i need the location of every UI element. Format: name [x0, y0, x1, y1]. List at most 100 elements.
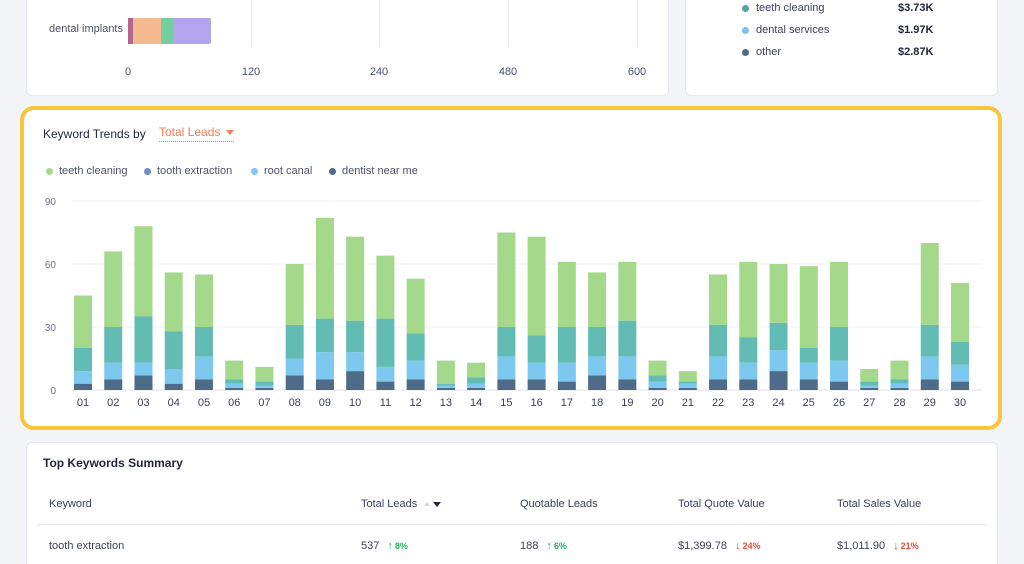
bar-segment[interactable] [709, 379, 728, 391]
bar-segment[interactable] [497, 379, 516, 391]
bar-segment[interactable] [890, 383, 909, 388]
bar-segment[interactable] [172, 18, 211, 44]
bar-segment[interactable] [799, 266, 818, 348]
bar-segment[interactable] [648, 375, 667, 382]
bar-segment[interactable] [557, 327, 576, 363]
bar-segment[interactable] [860, 381, 879, 386]
bar-segment[interactable] [860, 369, 879, 382]
bar-segment[interactable] [618, 356, 637, 380]
bar-segment[interactable] [225, 387, 244, 390]
bar-segment[interactable] [527, 335, 546, 363]
bar-segment[interactable] [497, 232, 516, 328]
bar-segment[interactable] [527, 379, 546, 391]
bar-segment[interactable] [285, 358, 304, 376]
bar-segment[interactable] [951, 381, 969, 390]
bar-segment[interactable] [739, 379, 758, 391]
bar-segment[interactable] [194, 379, 213, 391]
bar-segment[interactable] [225, 383, 244, 388]
bar-segment[interactable] [769, 264, 788, 323]
legend-item-dentist-near-me[interactable]: dentist near me [329, 165, 418, 177]
bar-segment[interactable] [951, 341, 969, 365]
bar-segment[interactable] [315, 352, 334, 380]
bar-segment[interactable] [951, 364, 969, 382]
bar-segment[interactable] [134, 362, 153, 376]
bar-segment[interactable] [678, 381, 697, 384]
bar-segment[interactable] [104, 379, 123, 391]
bar-segment[interactable] [74, 295, 92, 349]
bar-segment[interactable] [104, 362, 123, 380]
bar-segment[interactable] [527, 236, 546, 336]
bar-segment[interactable] [436, 360, 455, 384]
bar-segment[interactable] [255, 366, 274, 382]
bar-segment[interactable] [769, 350, 788, 372]
bar-segment[interactable] [830, 360, 849, 382]
bar-segment[interactable] [376, 381, 395, 390]
bar-segment[interactable] [406, 379, 425, 391]
bar-segment[interactable] [920, 243, 939, 325]
bar-segment[interactable] [467, 362, 486, 378]
bar-segment[interactable] [618, 379, 637, 391]
bar-segment[interactable] [376, 255, 395, 319]
bar-segment[interactable] [890, 387, 909, 390]
bar-segment[interactable] [497, 356, 516, 380]
bar-segment[interactable] [739, 362, 758, 380]
bar-segment[interactable] [890, 360, 909, 380]
bar-segment[interactable] [164, 369, 183, 384]
bar-segment[interactable] [648, 381, 667, 388]
column-header-total-sales-value[interactable]: Total Sales Value [837, 498, 922, 510]
bar-segment[interactable] [588, 327, 607, 357]
bar-segment[interactable] [890, 379, 909, 384]
bar-segment[interactable] [467, 377, 486, 384]
bar-segment[interactable] [557, 362, 576, 382]
bar-segment[interactable] [709, 324, 728, 357]
bar-segment[interactable] [225, 360, 244, 380]
bar-segment[interactable] [799, 379, 818, 391]
bar-segment[interactable] [315, 379, 334, 391]
bar-segment[interactable] [376, 318, 395, 367]
sort-icon[interactable] [424, 501, 442, 507]
legend-item-root-canal[interactable]: root canal [251, 165, 312, 177]
bar-segment[interactable] [134, 226, 153, 317]
bar-segment[interactable] [678, 371, 697, 382]
bar-segment[interactable] [436, 385, 455, 388]
bar-segment[interactable] [346, 236, 365, 321]
bar-segment[interactable] [346, 352, 365, 372]
bar-segment[interactable] [406, 278, 425, 334]
bar-segment[interactable] [527, 362, 546, 380]
bar-segment[interactable] [255, 387, 274, 390]
bar-segment[interactable] [618, 320, 637, 357]
bar-segment[interactable] [497, 327, 516, 357]
bar-segment[interactable] [830, 381, 849, 390]
bar-segment[interactable] [860, 387, 879, 390]
bar-segment[interactable] [285, 375, 304, 390]
bar-segment[interactable] [799, 348, 818, 363]
legend-item-tooth-extraction[interactable]: tooth extraction [144, 165, 232, 177]
bar-segment[interactable] [74, 383, 92, 390]
bar-segment[interactable] [709, 274, 728, 325]
column-header-keyword[interactable]: Keyword [49, 498, 92, 510]
bar-segment[interactable] [618, 261, 637, 321]
bar-segment[interactable] [588, 375, 607, 390]
bar-segment[interactable] [132, 18, 161, 44]
bar-segment[interactable] [346, 371, 365, 390]
column-header-total-leads[interactable]: Total Leads [361, 498, 442, 510]
bar-segment[interactable] [648, 360, 667, 376]
bar-segment[interactable] [346, 320, 365, 353]
cell-keyword[interactable]: tooth extraction [49, 540, 125, 552]
bar-segment[interactable] [830, 261, 849, 327]
bar-segment[interactable] [860, 385, 879, 388]
bar-segment[interactable] [709, 356, 728, 380]
metric-dropdown[interactable]: Total Leads [159, 125, 235, 142]
bar-segment[interactable] [436, 383, 455, 386]
bar-segment[interactable] [588, 356, 607, 376]
bar-segment[interactable] [104, 251, 123, 327]
bar-segment[interactable] [164, 272, 183, 332]
bar-segment[interactable] [104, 327, 123, 363]
bar-segment[interactable] [769, 322, 788, 351]
bar-segment[interactable] [194, 274, 213, 328]
bar-segment[interactable] [194, 327, 213, 357]
bar-segment[interactable] [255, 381, 274, 386]
bar-segment[interactable] [648, 387, 667, 390]
bar-segment[interactable] [285, 264, 304, 325]
column-header-quotable-leads[interactable]: Quotable Leads [520, 498, 598, 510]
